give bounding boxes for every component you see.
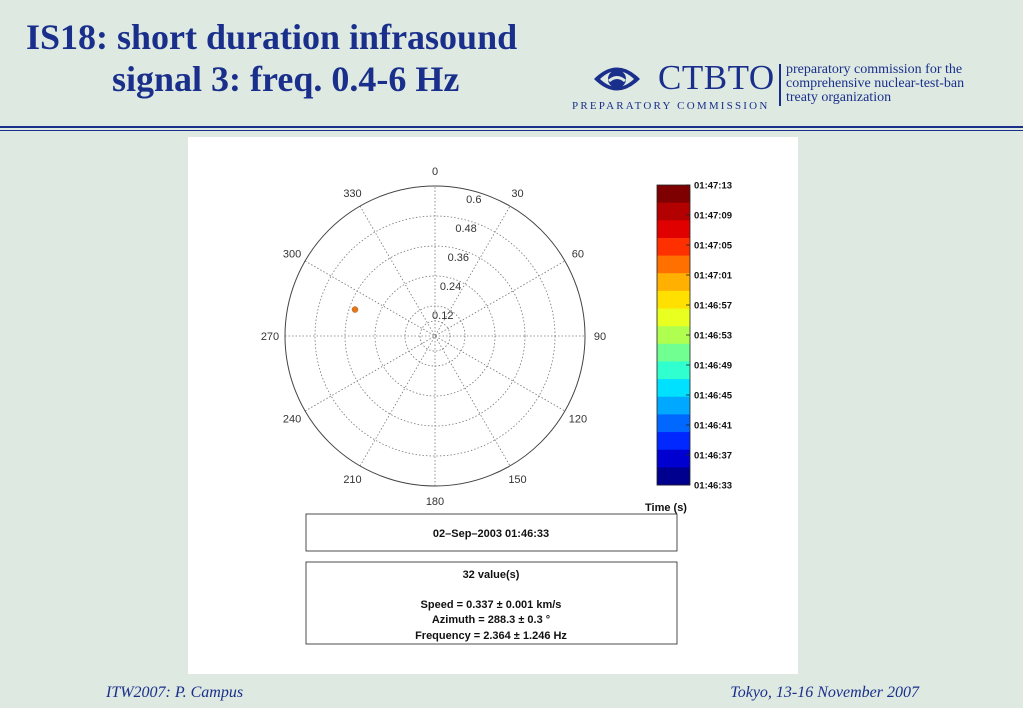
angle-grid-spoke	[304, 260, 566, 412]
title-line-1: IS18: short duration infrasound	[26, 17, 518, 57]
polar-chart: 0 30 60 90 120 150 180 210 240 270 300 330 0.12 0.24 0…	[261, 166, 733, 645]
radial-grid-circle	[344, 245, 526, 427]
colorbar-tick-label: 01:47:09	[694, 211, 732, 222]
angle-tick-label: 0	[432, 166, 438, 178]
colorbar-swatch	[657, 467, 690, 486]
data-point	[351, 306, 359, 313]
radial-tick-label: 0.6	[466, 194, 481, 206]
angle-tick-label: 120	[569, 414, 587, 426]
info-count: 32 value(s)	[463, 569, 520, 581]
header-rule	[0, 126, 1023, 128]
info-speed: Speed = 0.337 ± 0.001 km/s	[421, 599, 562, 611]
colorbar-tick-label: 01:46:33	[694, 481, 732, 492]
figure-panel: 0 30 60 90 120 150 180 210 240 270 300 330 0.12 0.24 0…	[188, 137, 798, 674]
date-box-text: 02–Sep–2003 01:46:33	[433, 528, 549, 540]
colorbar-swatch	[657, 432, 690, 451]
colorbar-tick-label: 01:46:53	[694, 331, 732, 342]
angle-tick-label: 180	[426, 496, 444, 508]
colorbar-swatch	[657, 414, 690, 433]
angle-tick-label: 300	[283, 249, 301, 261]
colorbar-swatch	[657, 202, 690, 221]
logo-description: preparatory commission for the comprehen…	[786, 63, 964, 105]
polar-outer-circle	[284, 185, 586, 487]
angle-tick-label: 270	[261, 331, 279, 343]
logo-desc-line-3: treaty organization	[786, 90, 892, 105]
logo-divider	[779, 64, 781, 106]
logo-desc-line-1: preparatory commission for the	[786, 62, 963, 77]
colorbar-tick-label: 01:47:01	[694, 271, 733, 282]
angle-tick-label: 90	[594, 331, 606, 343]
colorbar-swatch	[657, 343, 690, 362]
colorbar-tick-label: 01:46:49	[694, 361, 732, 372]
colorbar-swatch	[657, 308, 690, 327]
radial-tick-label: 0.36	[448, 252, 469, 264]
colorbar-swatch	[657, 326, 690, 345]
radial-grid-circle	[314, 215, 556, 457]
ctbto-logo: CTBTO PREPARATORY COMMISSION preparatory…	[572, 58, 1012, 118]
colorbar-swatch	[657, 273, 690, 292]
angle-tick-label: 330	[343, 188, 361, 200]
angle-tick-label: 30	[511, 188, 523, 200]
title-line-2: signal 3: freq. 0.4-6 Hz	[112, 59, 460, 99]
info-box	[305, 561, 678, 645]
colorbar-tick-label: 01:47:13	[694, 181, 732, 192]
colorbar-swatch	[657, 185, 690, 204]
angle-grid-spoke	[359, 205, 511, 467]
radial-tick-label: 0.12	[432, 310, 453, 322]
info-azimuth: Azimuth = 288.3 ± 0.3 °	[432, 614, 550, 626]
angle-tick-label: 150	[508, 474, 526, 486]
colorbar-label: Time (s)	[645, 502, 687, 514]
info-frequency: Frequency = 2.364 ± 1.246 Hz	[415, 630, 567, 642]
angle-tick-label: 60	[572, 249, 584, 261]
colorbar-tick-label: 01:46:45	[694, 391, 733, 402]
footer-right: Tokyo, 13-16 November 2007	[730, 684, 919, 701]
logo-desc-line-2: comprehensive nuclear-test-ban	[786, 76, 965, 91]
radial-tick-label: 0.24	[440, 281, 461, 293]
colorbar-swatch	[657, 290, 690, 310]
date-box	[305, 513, 678, 552]
angle-tick-label: 210	[343, 474, 361, 486]
ctbto-eye-icon	[594, 67, 640, 91]
colorbar-swatch	[657, 379, 690, 398]
colorbar-swatch	[657, 237, 690, 257]
radial-grid-circle	[374, 275, 496, 397]
angle-grid-spoke	[304, 260, 566, 412]
colorbar-tick-label: 01:46:41	[694, 421, 733, 432]
colorbar-tick-label: 01:47:05	[694, 241, 733, 252]
angle-tick-label: 240	[283, 414, 301, 426]
colorbar-swatch	[657, 255, 690, 274]
radial-grid-circle	[419, 320, 451, 352]
colorbar-tick-label: 01:46:57	[694, 301, 732, 312]
footer-left: ITW2007: P. Campus	[106, 684, 244, 701]
colorbar-swatch	[657, 396, 690, 415]
colorbar-tick-label: 01:46:37	[694, 451, 732, 462]
colorbar-swatch	[657, 361, 690, 380]
logo-name: CTBTO	[658, 58, 775, 97]
slide-title: IS18: short duration infrasound signal 3…	[26, 16, 626, 100]
radial-tick-label: 0.48	[455, 223, 476, 235]
header-rule-thin	[0, 130, 1023, 131]
logo-subtitle: PREPARATORY COMMISSION	[572, 100, 770, 112]
colorbar-swatch	[657, 220, 690, 239]
colorbar-swatch	[657, 449, 690, 468]
angle-grid-spoke	[359, 205, 511, 467]
